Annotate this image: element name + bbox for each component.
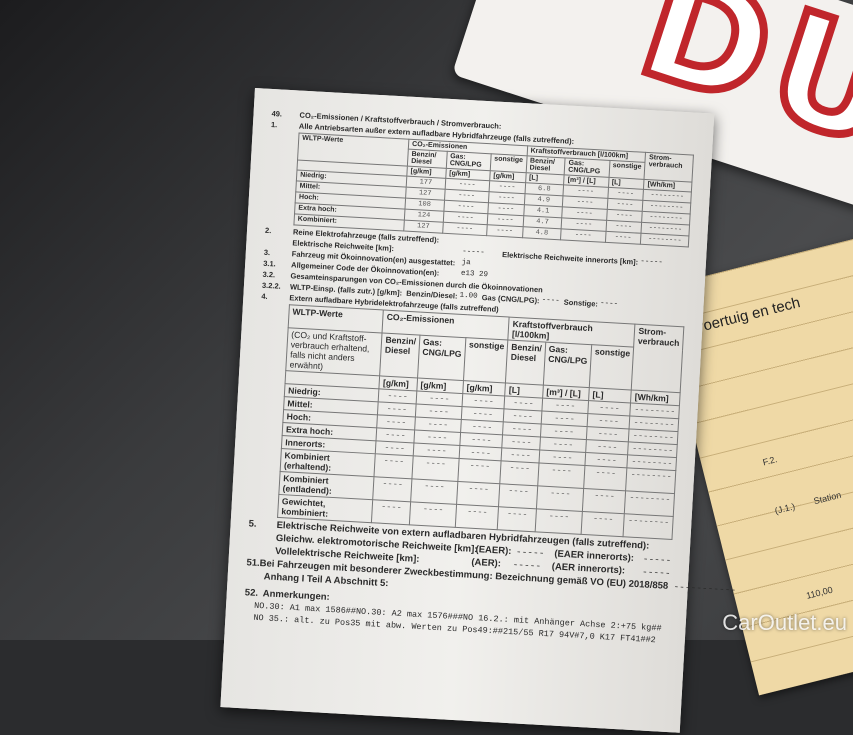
section-number: 1. bbox=[270, 119, 278, 130]
label: Gas (CNG/LPG): bbox=[481, 292, 540, 306]
row-label: Gewichtet, kombiniert: bbox=[277, 494, 374, 523]
value-cell: ---- bbox=[457, 458, 502, 484]
section-number: 3.2. bbox=[262, 269, 276, 280]
value: ----- bbox=[642, 553, 672, 566]
value-cell: 4.8 bbox=[522, 226, 562, 240]
column-header: sonstige bbox=[589, 344, 635, 390]
yellow-doc-field: Station bbox=[812, 489, 843, 507]
value: ----- bbox=[512, 559, 542, 572]
column-header: Benzin/ Diesel bbox=[407, 149, 447, 169]
value-cell: 127 bbox=[403, 220, 443, 234]
header-strom: Strom-verbrauch bbox=[644, 152, 694, 183]
value-cell: ---- bbox=[442, 222, 488, 236]
section-number: 2. bbox=[264, 225, 272, 236]
value-cell: ---- bbox=[537, 462, 586, 489]
section-number: 3.1. bbox=[262, 258, 276, 269]
value: e13 29 bbox=[460, 269, 489, 280]
value-cell: ---- bbox=[371, 499, 411, 525]
section-number: 3. bbox=[263, 247, 271, 258]
column-header: Benzin/ Diesel bbox=[505, 340, 546, 386]
yellow-doc-field: F.2. bbox=[761, 454, 779, 468]
coc-document-page: 49. CO₂-Emissionen / Kraftstoffverbrauch … bbox=[220, 88, 736, 733]
value: ----------- bbox=[673, 581, 737, 596]
column-header: Benzin/ Diesel bbox=[525, 155, 566, 175]
section-number: 4. bbox=[261, 291, 268, 302]
value: ----- bbox=[640, 257, 663, 268]
column-header: sonstige bbox=[463, 337, 509, 383]
value-cell: ---- bbox=[582, 488, 627, 514]
column-header: sonstige bbox=[608, 160, 646, 180]
value-cell: ---- bbox=[409, 501, 457, 528]
label: (EAER): bbox=[475, 544, 512, 558]
header-strom: Strom-verbrauch bbox=[631, 324, 684, 393]
value-cell: ---- bbox=[456, 481, 501, 507]
value-cell: ---- bbox=[583, 465, 628, 491]
value-cell: ---- bbox=[560, 228, 606, 243]
value-cell: ---- bbox=[535, 508, 583, 535]
section-number: 52. bbox=[244, 587, 259, 599]
value-cell: -------- bbox=[640, 233, 689, 247]
section-title: Anmerkungen: bbox=[262, 588, 331, 603]
section-number: 5. bbox=[248, 518, 257, 530]
watermark-logo: CarOutlet.eu bbox=[722, 610, 847, 635]
label: (AER): bbox=[471, 556, 502, 570]
column-header: Benzin/ Diesel bbox=[379, 332, 420, 379]
value-cell: ---- bbox=[410, 478, 458, 505]
value: ja bbox=[461, 258, 471, 268]
value-cell: ---- bbox=[498, 483, 538, 509]
yellow-doc-field: (J.1.) bbox=[773, 501, 797, 516]
label: Sonstige: bbox=[563, 297, 599, 309]
section-number: 49. bbox=[271, 108, 283, 119]
value: ----- bbox=[641, 566, 671, 579]
value-cell: ---- bbox=[536, 485, 584, 512]
column-header: Gas: CNG/LPG bbox=[417, 335, 466, 381]
value-cell: -------- bbox=[626, 467, 676, 494]
value-cell: -------- bbox=[623, 513, 674, 540]
value-cell: ---- bbox=[500, 460, 539, 486]
value-cell: ---- bbox=[374, 453, 414, 479]
value-cell: ---- bbox=[373, 476, 412, 502]
value-cell: ---- bbox=[581, 511, 625, 537]
value-cell: -------- bbox=[624, 490, 675, 517]
yellow-doc-title: voertuig en tech bbox=[694, 294, 803, 337]
section-number: 51. bbox=[246, 557, 260, 569]
header-note: (CO₂ und Kraftstoff-verbrauch erhaltend,… bbox=[285, 327, 383, 376]
column-header: sonstige bbox=[490, 153, 527, 173]
label: Benzin/Diesel: bbox=[406, 288, 458, 301]
value: ----- bbox=[461, 247, 485, 258]
value: ---- bbox=[599, 299, 619, 309]
section-number: 3.2.2. bbox=[261, 280, 281, 291]
value-cell: ---- bbox=[411, 455, 460, 482]
value-cell: ---- bbox=[604, 231, 642, 245]
wltp-table-4: WLTP-Werte CO₂-Emissionen Kraftstoffverbra… bbox=[277, 304, 684, 540]
value-cell: ---- bbox=[455, 504, 499, 530]
column-header: Gas: CNG/LPG bbox=[543, 342, 592, 388]
value: ---- bbox=[541, 296, 560, 306]
yellow-doc-field: 110,00 bbox=[805, 584, 834, 601]
value-cell: ---- bbox=[497, 506, 537, 532]
value: 1.00 bbox=[459, 291, 478, 301]
value: ----- bbox=[515, 546, 545, 559]
value-cell: ---- bbox=[486, 224, 523, 238]
